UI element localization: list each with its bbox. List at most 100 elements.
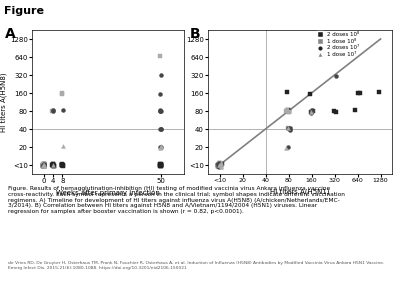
Point [158,162,164,167]
Text: Figure: Figure [4,6,44,16]
Point [41,162,48,167]
Point [285,126,291,131]
Point [40,163,46,168]
Point [49,162,56,167]
Point [216,164,222,169]
Point [41,163,47,168]
Point [41,162,47,167]
Point [308,110,314,115]
Point [218,161,224,166]
Point [158,144,164,149]
Point [157,163,164,167]
Point [216,164,222,168]
Point [216,162,223,167]
Point [59,91,65,96]
Point [41,164,48,168]
Point [308,108,315,113]
Point [157,164,163,168]
Point [40,163,46,168]
Point [59,162,66,167]
X-axis label: Weeks after primary infection: Weeks after primary infection [56,190,160,196]
Point [218,164,224,169]
Point [216,161,223,166]
Point [41,163,48,168]
Point [40,162,46,167]
Legend: 2 doses 10⁸, 1 dose 10⁸, 2 doses 10⁷, 1 dose 10⁷: 2 doses 10⁸, 1 dose 10⁸, 2 doses 10⁷, 1 … [312,30,362,59]
Point [307,92,313,96]
Point [157,162,163,167]
Point [157,91,164,96]
Point [41,162,48,167]
Point [41,163,47,168]
Point [283,146,290,150]
Point [284,107,290,112]
Text: B: B [190,27,200,41]
Point [287,128,293,133]
Point [215,164,221,169]
Point [286,109,292,114]
Point [218,161,224,166]
Point [50,164,57,168]
Point [158,126,164,131]
Point [283,90,290,94]
Point [307,109,314,114]
Point [50,109,56,113]
Point [59,162,65,167]
Point [59,162,66,167]
Point [157,109,164,114]
Point [40,163,47,167]
Point [218,164,224,169]
Point [50,162,56,167]
Point [157,145,163,150]
Point [49,109,56,114]
Point [355,91,361,96]
Point [40,163,47,168]
Point [308,110,314,115]
Point [217,162,223,167]
Point [60,163,66,168]
Point [215,161,222,166]
Point [157,163,164,168]
Point [40,163,46,168]
Point [218,161,224,166]
Point [217,161,224,166]
Point [218,162,225,167]
Point [285,107,291,112]
Point [59,163,66,167]
Point [41,163,47,168]
Point [49,163,56,168]
Point [41,163,48,167]
Point [40,163,47,168]
Point [40,163,46,167]
Point [331,109,338,114]
Point [216,161,222,166]
Point [40,164,47,168]
Point [158,162,164,167]
Point [157,145,164,150]
Point [157,108,163,113]
Point [50,163,57,168]
Point [218,163,224,168]
Point [216,163,222,167]
Point [40,162,47,167]
Point [50,162,56,167]
Point [157,108,164,112]
Point [356,91,363,95]
Point [333,109,340,114]
Y-axis label: HI titers A(H5N8): HI titers A(H5N8) [1,72,7,132]
Point [40,162,46,167]
Point [158,163,164,168]
Point [332,73,339,78]
Point [216,162,222,167]
Point [40,162,47,167]
Point [285,125,291,130]
Point [50,109,56,114]
Point [60,108,66,113]
Point [59,163,66,168]
Point [41,163,47,168]
Point [158,144,164,149]
Point [286,109,292,113]
Point [309,109,316,113]
Point [283,109,290,113]
Point [50,164,57,168]
